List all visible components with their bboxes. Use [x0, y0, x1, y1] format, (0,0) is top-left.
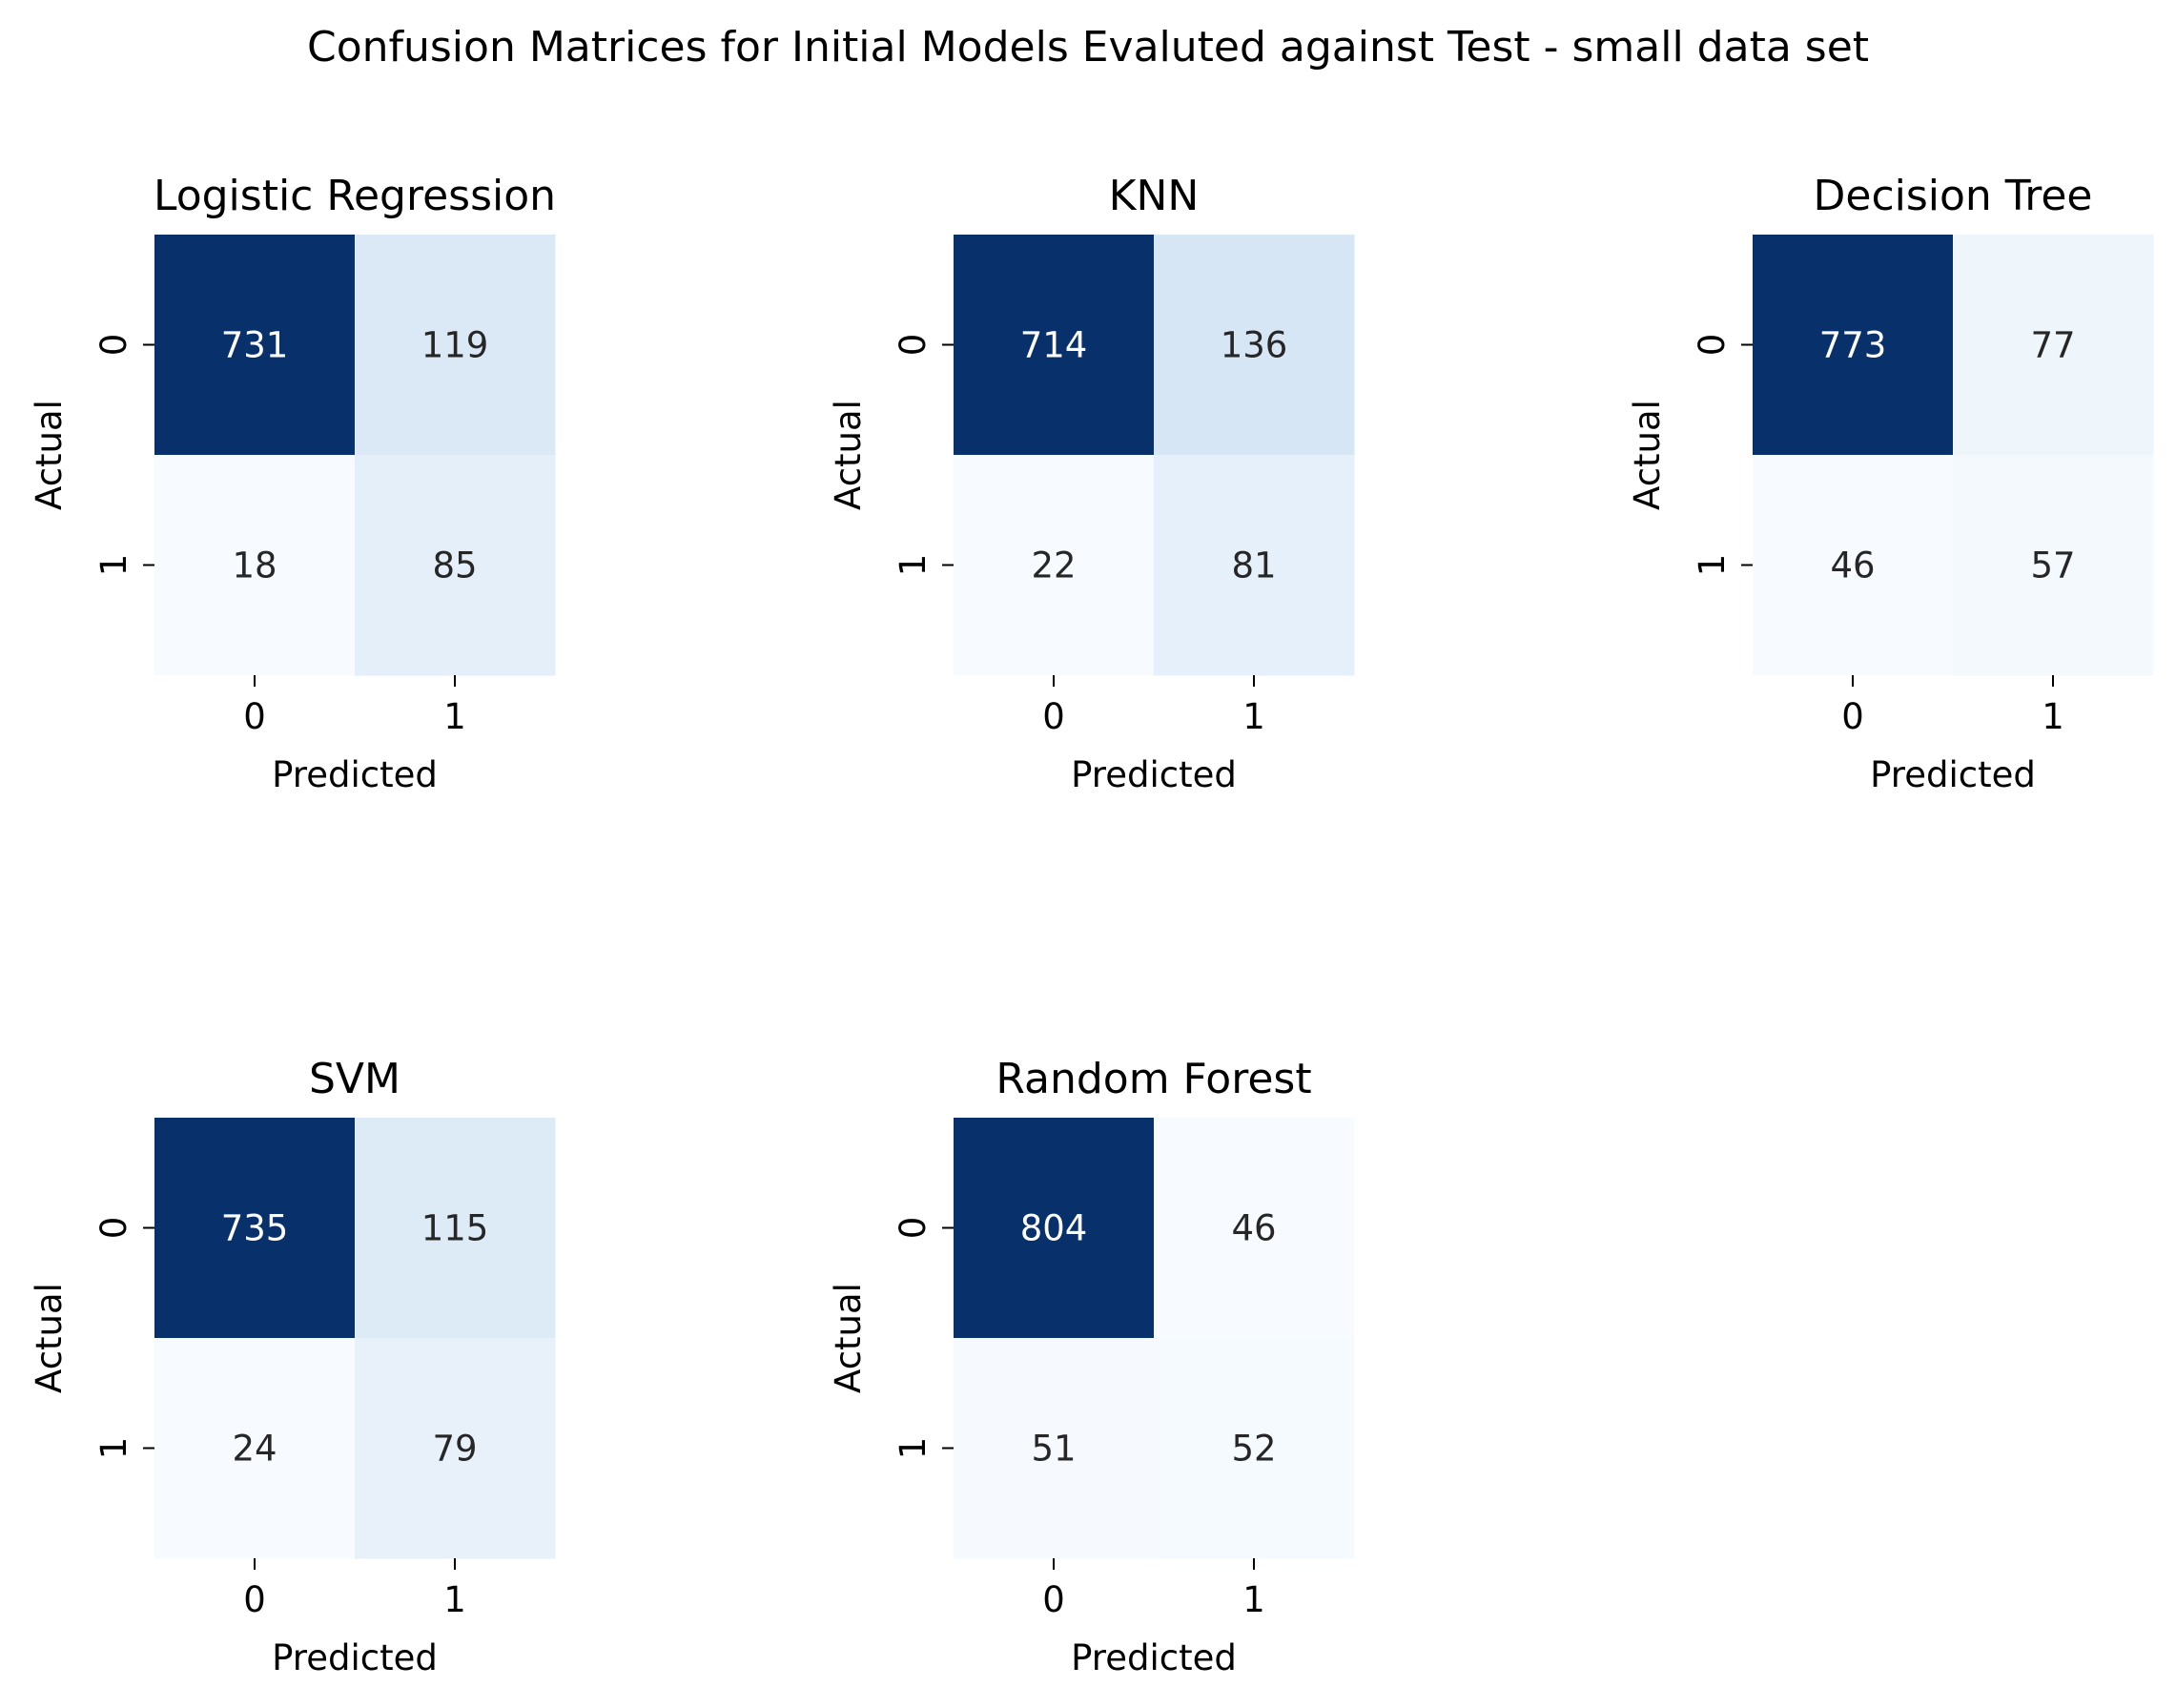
y-tick-label: 1	[93, 554, 134, 577]
heatmap-cell	[355, 235, 556, 456]
heatmap-cell	[154, 235, 356, 456]
cell-value-label: 115	[421, 1208, 489, 1249]
cell-value-label: 85	[432, 545, 477, 586]
x-tick-label: 0	[243, 1579, 266, 1620]
heatmap-cell	[1953, 455, 2154, 676]
cell-value-label: 77	[2030, 325, 2075, 366]
x-tick-label: 1	[2042, 696, 2064, 737]
heatmap-cell	[154, 1118, 356, 1339]
heatmap-cell	[355, 1338, 556, 1559]
cell-value-label: 46	[1830, 545, 1875, 586]
x-axis-label: Predicted	[1071, 754, 1237, 795]
cell-value-label: 46	[1231, 1208, 1276, 1249]
x-tick-label: 1	[1242, 1579, 1265, 1620]
y-tick-label: 0	[93, 334, 134, 357]
y-tick-label: 1	[893, 554, 934, 577]
y-axis-label: Actual	[828, 400, 869, 510]
cell-value-label: 731	[221, 325, 289, 366]
y-axis-label: Actual	[828, 1283, 869, 1393]
x-axis-label: Predicted	[1071, 1637, 1237, 1678]
heatmap-cell	[154, 1338, 356, 1559]
panel-title: Decision Tree	[1814, 172, 2093, 220]
cell-value-label: 52	[1231, 1429, 1276, 1470]
panel-title: Random Forest	[996, 1055, 1311, 1103]
x-tick-label: 0	[1042, 696, 1065, 737]
cell-value-label: 773	[1819, 325, 1887, 366]
heatmap-cell	[1154, 1118, 1355, 1339]
y-tick-label: 1	[1692, 554, 1733, 577]
panel-title: Logistic Regression	[154, 172, 556, 220]
y-tick-label: 1	[893, 1437, 934, 1460]
x-tick-label: 0	[1841, 696, 1864, 737]
heatmap-cell	[355, 1118, 556, 1339]
cell-value-label: 18	[232, 545, 277, 586]
cell-value-label: 24	[232, 1429, 277, 1470]
y-axis-label: Actual	[29, 1283, 70, 1393]
x-tick-label: 1	[443, 1579, 466, 1620]
panel-title: SVM	[309, 1055, 400, 1103]
cell-value-label: 22	[1031, 545, 1076, 586]
cell-value-label: 57	[2030, 545, 2075, 586]
heatmap-cell	[355, 455, 556, 676]
y-tick-label: 0	[893, 1217, 934, 1240]
cell-value-label: 51	[1031, 1429, 1076, 1470]
y-tick-label: 1	[93, 1437, 134, 1460]
y-tick-label: 0	[893, 334, 934, 357]
cell-value-label: 119	[421, 325, 489, 366]
heatmap-cell	[1154, 455, 1355, 676]
x-axis-label: Predicted	[1870, 754, 2036, 795]
cell-value-label: 136	[1221, 325, 1288, 366]
heatmap-cell	[1753, 235, 1954, 456]
figure-title: Confusion Matrices for Initial Models Ev…	[306, 23, 1870, 72]
heatmap-cell	[1154, 235, 1355, 456]
cell-value-label: 804	[1020, 1208, 1088, 1249]
y-tick-label: 0	[1692, 334, 1733, 357]
heatmap-cell	[1953, 235, 2154, 456]
y-tick-label: 0	[93, 1217, 134, 1240]
heatmap-cell	[954, 1118, 1155, 1339]
heatmap-cell	[954, 455, 1155, 676]
panel-title: KNN	[1109, 172, 1200, 220]
cell-value-label: 79	[432, 1429, 477, 1470]
heatmap-cell	[954, 235, 1155, 456]
heatmap-cell	[1154, 1338, 1355, 1559]
x-axis-label: Predicted	[272, 1637, 438, 1678]
heatmap-cell	[1753, 455, 1954, 676]
x-axis-label: Predicted	[272, 754, 438, 795]
x-tick-label: 0	[1042, 1579, 1065, 1620]
y-axis-label: Actual	[1627, 400, 1668, 510]
heatmap-cell	[154, 455, 356, 676]
x-tick-label: 0	[243, 696, 266, 737]
x-tick-label: 1	[1242, 696, 1265, 737]
cell-value-label: 714	[1020, 325, 1088, 366]
cell-value-label: 735	[221, 1208, 289, 1249]
y-axis-label: Actual	[29, 400, 70, 510]
heatmap-cell	[954, 1338, 1155, 1559]
cell-value-label: 81	[1231, 545, 1276, 586]
x-tick-label: 1	[443, 696, 466, 737]
